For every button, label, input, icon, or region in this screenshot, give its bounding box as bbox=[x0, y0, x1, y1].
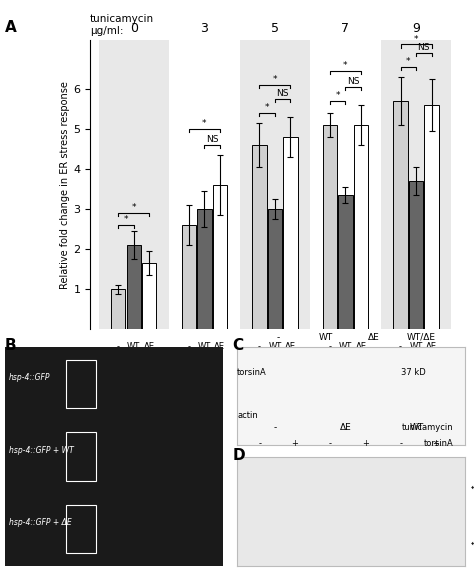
Text: -: - bbox=[117, 342, 120, 351]
Text: -: - bbox=[399, 342, 402, 351]
Text: 1.14: 1.14 bbox=[317, 460, 335, 469]
Text: *: * bbox=[273, 75, 277, 84]
Text: hsp-4::GFP + ΔE: hsp-4::GFP + ΔE bbox=[9, 518, 72, 527]
Bar bbox=[338, 195, 353, 329]
Text: ΔE: ΔE bbox=[368, 333, 379, 342]
Text: +: + bbox=[362, 439, 369, 448]
Bar bbox=[310, 40, 381, 329]
Text: NS: NS bbox=[206, 135, 219, 144]
Text: B: B bbox=[5, 338, 17, 353]
Text: -: - bbox=[399, 439, 402, 448]
Text: WT: WT bbox=[198, 342, 211, 351]
Y-axis label: Relative fold change in ER stress response: Relative fold change in ER stress respon… bbox=[60, 81, 71, 289]
Text: torsinA: torsinA bbox=[423, 439, 453, 448]
Text: *: * bbox=[124, 215, 128, 224]
Bar bbox=[66, 432, 96, 481]
Text: WT: WT bbox=[410, 342, 423, 351]
Text: WT: WT bbox=[410, 424, 424, 432]
Text: NS: NS bbox=[276, 89, 289, 98]
Bar bbox=[268, 209, 282, 329]
Text: -: - bbox=[274, 424, 277, 432]
Text: D: D bbox=[232, 448, 245, 463]
Text: torsinA:: torsinA: bbox=[91, 350, 124, 360]
Text: $\leftarrow$ ama-1: $\leftarrow$ ama-1 bbox=[469, 537, 474, 548]
Bar bbox=[66, 360, 96, 408]
Text: -: - bbox=[329, 439, 332, 448]
Text: -: - bbox=[258, 439, 261, 448]
Text: *: * bbox=[132, 203, 136, 212]
Bar bbox=[213, 185, 227, 329]
Bar bbox=[252, 145, 266, 329]
Text: 1.23: 1.23 bbox=[412, 460, 430, 469]
Text: WT: WT bbox=[268, 342, 282, 351]
Text: actin: actin bbox=[237, 410, 258, 420]
Bar bbox=[99, 40, 169, 329]
Text: 1.0: 1.0 bbox=[367, 460, 380, 469]
Bar bbox=[424, 105, 439, 329]
Text: NS: NS bbox=[418, 43, 430, 51]
Text: tunicamycin: tunicamycin bbox=[90, 14, 154, 24]
Bar bbox=[240, 40, 310, 329]
Text: -: - bbox=[258, 342, 261, 351]
Text: hsp-4::GFP: hsp-4::GFP bbox=[9, 373, 51, 382]
Text: ΔE: ΔE bbox=[214, 342, 225, 351]
Text: $\leftarrow$ xbp-1: $\leftarrow$ xbp-1 bbox=[469, 481, 474, 494]
Text: 3: 3 bbox=[201, 22, 208, 35]
Text: *: * bbox=[414, 35, 418, 44]
Bar bbox=[393, 101, 408, 329]
Bar bbox=[354, 125, 368, 329]
Text: *: * bbox=[343, 61, 348, 70]
Text: 37 kD: 37 kD bbox=[401, 368, 426, 377]
Text: C: C bbox=[232, 338, 243, 353]
Bar bbox=[66, 505, 96, 553]
Text: ΔE: ΔE bbox=[426, 342, 437, 351]
Text: *: * bbox=[406, 57, 410, 66]
Text: ΔE: ΔE bbox=[340, 424, 352, 432]
Text: ΔE: ΔE bbox=[285, 342, 296, 351]
Bar bbox=[381, 40, 451, 329]
Bar bbox=[182, 225, 196, 329]
Text: -: - bbox=[276, 333, 280, 342]
Text: torsinA: torsinA bbox=[237, 368, 267, 377]
Text: 5: 5 bbox=[271, 22, 279, 35]
Bar bbox=[169, 40, 240, 329]
Text: *: * bbox=[336, 91, 340, 100]
Text: WT: WT bbox=[339, 342, 352, 351]
Text: 0: 0 bbox=[130, 22, 138, 35]
Text: 9: 9 bbox=[412, 22, 420, 35]
Text: ΔE: ΔE bbox=[356, 342, 366, 351]
Text: -: - bbox=[187, 342, 191, 351]
Text: WT: WT bbox=[127, 342, 140, 351]
Bar bbox=[409, 181, 423, 329]
Bar bbox=[323, 125, 337, 329]
Text: *: * bbox=[202, 119, 207, 128]
Text: tunicamycin: tunicamycin bbox=[401, 424, 453, 432]
Text: μg/ml:: μg/ml: bbox=[90, 26, 124, 36]
Bar bbox=[283, 137, 298, 329]
Text: +: + bbox=[433, 439, 439, 448]
Text: WT: WT bbox=[319, 333, 333, 342]
Text: hsp-4::GFP + WT: hsp-4::GFP + WT bbox=[9, 446, 74, 455]
Text: WT/ΔE: WT/ΔE bbox=[407, 333, 436, 342]
Text: *: * bbox=[265, 103, 269, 112]
Text: ΔE: ΔE bbox=[144, 342, 155, 351]
Text: 0.03: 0.03 bbox=[269, 460, 287, 469]
Bar bbox=[142, 263, 156, 329]
Bar bbox=[111, 290, 126, 329]
Text: +: + bbox=[292, 439, 299, 448]
Bar bbox=[197, 209, 211, 329]
Text: A: A bbox=[5, 20, 17, 35]
Text: NS: NS bbox=[347, 77, 359, 86]
Text: 7: 7 bbox=[341, 22, 349, 35]
Bar bbox=[127, 245, 141, 329]
Text: -: - bbox=[328, 342, 331, 351]
